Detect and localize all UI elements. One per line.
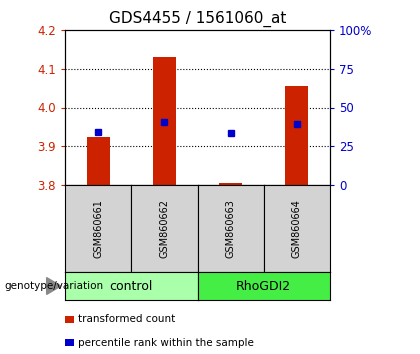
Bar bbox=[219, 183, 242, 185]
Text: transformed count: transformed count bbox=[79, 314, 176, 325]
Title: GDS4455 / 1561060_at: GDS4455 / 1561060_at bbox=[109, 11, 286, 27]
Bar bbox=[87, 137, 110, 185]
Text: GSM860663: GSM860663 bbox=[226, 199, 236, 258]
Bar bbox=[285, 86, 308, 185]
Text: genotype/variation: genotype/variation bbox=[4, 281, 103, 291]
Bar bbox=[153, 57, 176, 185]
Text: percentile rank within the sample: percentile rank within the sample bbox=[79, 337, 255, 348]
Text: GSM860664: GSM860664 bbox=[292, 199, 302, 258]
Text: GSM860661: GSM860661 bbox=[93, 199, 103, 258]
Polygon shape bbox=[47, 278, 61, 295]
Text: control: control bbox=[110, 280, 153, 292]
Text: GSM860662: GSM860662 bbox=[159, 199, 169, 258]
Text: RhoGDI2: RhoGDI2 bbox=[236, 280, 291, 292]
